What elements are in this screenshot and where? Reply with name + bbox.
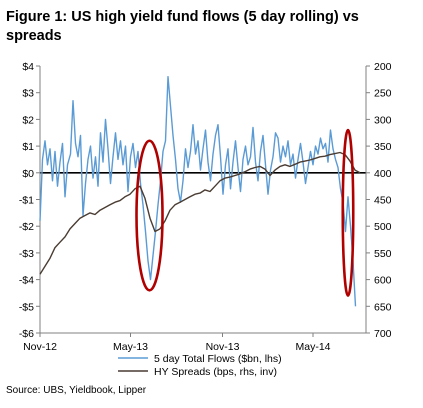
x-axis-tick-label: May-13 bbox=[113, 341, 148, 353]
left-axis-tick-label: $2 bbox=[22, 114, 34, 126]
right-axis-tick-label: 300 bbox=[374, 114, 392, 126]
left-axis-tick-label: -$3 bbox=[19, 248, 34, 260]
left-axis-tick-label: -$2 bbox=[19, 221, 34, 233]
legend-label-spreads: HY Spreads (bps, rhs, inv) bbox=[154, 366, 277, 378]
chart-legend: 5 day Total Flows ($bn, lhs)HY Spreads (… bbox=[118, 353, 282, 378]
left-axis-tick-label: $1 bbox=[22, 141, 34, 153]
chart-axes: $4 $3 $2 $1 $0 -$1 -$2 -$3 -$4 -$5 -$6 200 250 300 350… bbox=[19, 61, 392, 353]
left-axis-tick-label: -$1 bbox=[19, 195, 34, 207]
right-axis-tick-label: 600 bbox=[374, 275, 392, 287]
left-axis-tick-label: $3 bbox=[22, 88, 34, 100]
right-axis-tick-label: 250 bbox=[374, 88, 392, 100]
right-axis-tick-label: 400 bbox=[374, 168, 392, 180]
right-axis-tick-label: 350 bbox=[374, 141, 392, 153]
right-axis-tick-label: 700 bbox=[374, 328, 392, 340]
highlight-ellipse-1 bbox=[135, 139, 164, 292]
series-line-flows bbox=[39, 75, 357, 307]
legend-label-flows: 5 day Total Flows ($bn, lhs) bbox=[154, 353, 282, 365]
right-axis-tick-label: 550 bbox=[374, 248, 392, 260]
series-line-spreads bbox=[39, 151, 361, 275]
left-axis-tick-label: -$5 bbox=[19, 301, 34, 313]
x-axis-tick-label: May-14 bbox=[295, 341, 330, 353]
left-axis-tick-label: $4 bbox=[22, 61, 34, 73]
left-axis-tick-label: $0 bbox=[22, 168, 34, 180]
chart-title: Figure 1: US high yield fund flows (5 da… bbox=[6, 9, 359, 44]
highlight-ellipse-2 bbox=[341, 128, 355, 297]
left-axis-tick-label: -$6 bbox=[19, 328, 34, 340]
x-axis-tick-label: Nov-12 bbox=[23, 341, 57, 353]
x-axis-tick-label: Nov-13 bbox=[206, 341, 240, 353]
source-note: Source: UBS, Yieldbook, Lipper bbox=[6, 385, 147, 396]
left-axis-tick-label: -$4 bbox=[19, 275, 34, 287]
right-axis-tick-label: 200 bbox=[374, 61, 392, 73]
chart-annotations bbox=[135, 128, 355, 297]
right-axis-tick-label: 450 bbox=[374, 195, 392, 207]
right-axis-tick-label: 650 bbox=[374, 301, 392, 313]
chart-series bbox=[39, 75, 361, 307]
right-axis-tick-label: 500 bbox=[374, 221, 392, 233]
